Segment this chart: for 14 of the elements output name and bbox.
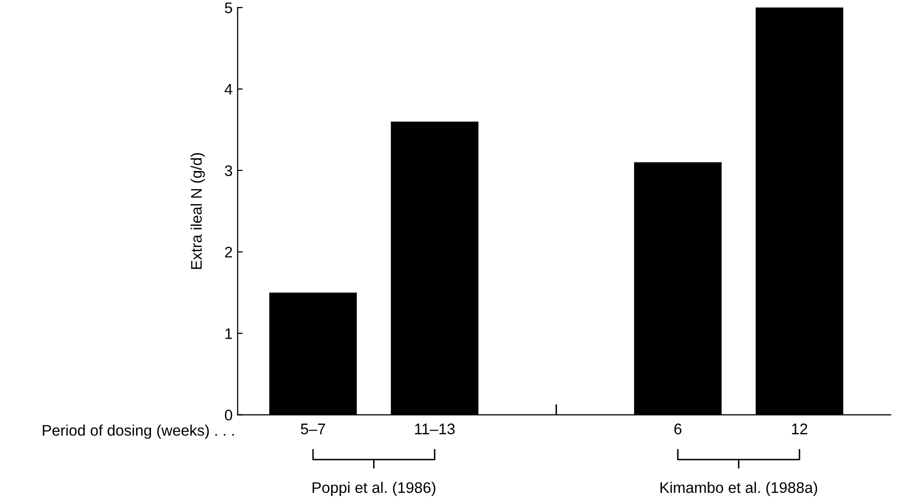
y-tick-label: 1 (225, 328, 232, 339)
text: Kimambo et al. (1988a) (660, 482, 818, 496)
y-tick-label: 0 (224, 410, 232, 420)
y-tick-label: 2 (225, 246, 232, 258)
x-tick-label: 11–13 (415, 424, 455, 434)
x-tick-label: 5–7 (300, 424, 326, 434)
y-tick-label: 4 (224, 84, 232, 95)
x-tick-label: 12 (792, 424, 808, 434)
x-axis-title: Period of dosing (weeks) . . . (42, 424, 234, 439)
y-axis-title: Extra ileal N (g/d) (190, 153, 205, 269)
y-tick-label: 5 (224, 2, 232, 14)
x-tick-label: 6 (674, 424, 682, 434)
y-tick-label: 3 (224, 165, 232, 176)
text: Poppi et al. (1986) (312, 482, 436, 496)
